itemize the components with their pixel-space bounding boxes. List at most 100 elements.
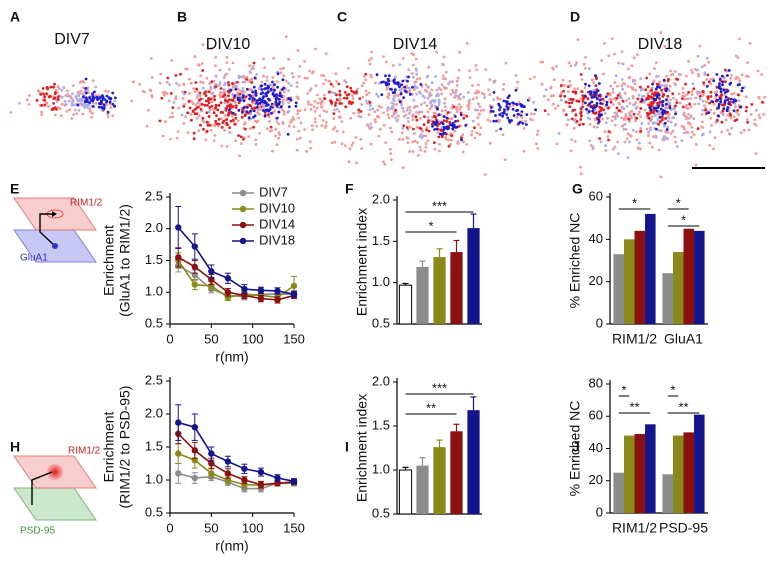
localization-dot bbox=[413, 139, 417, 143]
localization-dot bbox=[502, 99, 506, 103]
localization-dot bbox=[323, 97, 327, 101]
localization-dot bbox=[556, 104, 560, 108]
localization-dot bbox=[588, 122, 592, 126]
localization-dot bbox=[185, 67, 189, 71]
localization-dot bbox=[244, 95, 248, 99]
localization-dot bbox=[214, 85, 218, 88]
localization-dot bbox=[247, 116, 251, 120]
localization-dot bbox=[564, 100, 568, 104]
localization-dot bbox=[454, 125, 458, 129]
localization-dot bbox=[655, 93, 659, 97]
localization-dot bbox=[747, 75, 750, 78]
significance-label: * bbox=[428, 218, 433, 233]
localization-dot bbox=[360, 103, 364, 106]
localization-dot bbox=[541, 60, 545, 64]
localization-dot bbox=[226, 90, 230, 93]
bar bbox=[416, 465, 429, 514]
localization-dot bbox=[742, 128, 746, 132]
localization-dot bbox=[277, 110, 281, 114]
localization-dot bbox=[227, 108, 231, 112]
localization-dot bbox=[386, 113, 390, 117]
localization-dot bbox=[384, 60, 388, 64]
localization-dot bbox=[282, 94, 286, 98]
localization-dot bbox=[169, 92, 173, 95]
localization-dot bbox=[56, 91, 59, 95]
localization-dot bbox=[465, 41, 469, 45]
localization-dot bbox=[340, 142, 344, 146]
localization-dot bbox=[335, 93, 338, 97]
localization-dot bbox=[623, 116, 627, 119]
localization-dot bbox=[684, 106, 688, 110]
localization-dot bbox=[580, 90, 584, 93]
localization-dot bbox=[239, 89, 243, 93]
localization-dot bbox=[616, 84, 619, 88]
localization-dot bbox=[88, 107, 92, 111]
localization-dot bbox=[703, 64, 707, 67]
localization-dot bbox=[726, 74, 729, 77]
localization-dot bbox=[607, 138, 610, 142]
localization-dot bbox=[720, 74, 724, 78]
localization-dot bbox=[330, 141, 334, 145]
localization-dot bbox=[72, 113, 75, 116]
localization-dot bbox=[438, 132, 442, 136]
localization-dot bbox=[666, 110, 669, 114]
localization-dot bbox=[602, 72, 605, 76]
localization-dot bbox=[425, 75, 429, 79]
localization-dot bbox=[722, 103, 726, 107]
localization-dot bbox=[344, 81, 348, 84]
localization-dot bbox=[368, 101, 372, 104]
localization-dot bbox=[520, 104, 523, 108]
localization-dot bbox=[732, 92, 736, 95]
localization-dot bbox=[393, 75, 397, 79]
localization-dot bbox=[379, 106, 383, 109]
localization-dot bbox=[414, 85, 417, 89]
y-axis-label: Enrichment bbox=[101, 225, 117, 296]
localization-dot bbox=[467, 107, 471, 111]
localization-dot bbox=[455, 84, 459, 87]
localization-dot bbox=[432, 114, 436, 118]
localization-dot bbox=[584, 67, 587, 70]
localization-dot bbox=[428, 91, 432, 95]
localization-dot bbox=[616, 140, 619, 144]
localization-dot bbox=[398, 63, 402, 67]
localization-dot bbox=[231, 105, 235, 108]
localization-dot bbox=[634, 119, 637, 123]
localization-dot bbox=[166, 76, 170, 80]
localization-dot bbox=[677, 72, 681, 76]
localization-dot bbox=[385, 109, 389, 112]
localization-dot bbox=[422, 123, 426, 127]
localization-dot bbox=[588, 102, 591, 106]
localization-dot bbox=[149, 89, 153, 93]
localization-dot bbox=[672, 116, 675, 119]
localization-dot bbox=[196, 94, 200, 97]
localization-dot bbox=[331, 127, 335, 131]
localization-dot bbox=[81, 112, 85, 116]
localization-dot bbox=[391, 97, 395, 101]
localization-dot bbox=[281, 102, 285, 106]
localization-dot bbox=[294, 104, 298, 108]
localization-dot bbox=[370, 75, 373, 79]
localization-dot bbox=[91, 101, 95, 105]
localization-dot bbox=[254, 142, 258, 146]
localization-dot bbox=[231, 85, 235, 89]
localization-dot bbox=[275, 80, 279, 83]
localization-dot bbox=[564, 113, 568, 117]
localization-dot bbox=[492, 119, 496, 123]
localization-dot bbox=[624, 113, 628, 117]
localization-dot bbox=[687, 59, 690, 63]
localization-dot bbox=[637, 146, 640, 150]
localization-dot bbox=[438, 122, 441, 126]
localization-dot bbox=[675, 98, 678, 102]
localization-dot bbox=[192, 131, 196, 135]
localization-dot bbox=[557, 132, 561, 135]
localization-dot bbox=[231, 118, 235, 122]
localization-dot bbox=[292, 118, 296, 121]
localization-dot bbox=[367, 125, 371, 129]
localization-dot bbox=[665, 98, 668, 101]
localization-dot bbox=[338, 99, 341, 103]
localization-dot bbox=[359, 110, 363, 113]
localization-dot bbox=[303, 128, 306, 131]
localization-dot bbox=[696, 92, 699, 96]
localization-dot bbox=[412, 53, 415, 57]
localization-dot bbox=[462, 95, 466, 99]
